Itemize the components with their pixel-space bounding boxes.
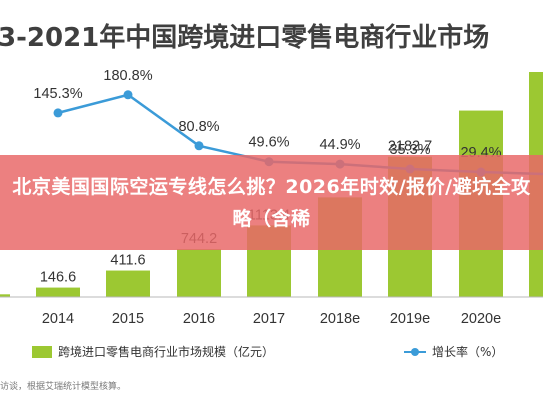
x-tick-label: 2020e — [461, 311, 501, 327]
chart-legend: 跨境进口零售电商行业市场规模（亿元） 增长率（%） — [0, 340, 543, 362]
legend-line-marker-icon — [404, 346, 426, 358]
growth-rate-label: 49.6% — [248, 135, 289, 151]
bar-2014 — [36, 287, 80, 297]
bar-3 — [0, 294, 10, 297]
legend-label-growth-rate: 增长率（%） — [432, 345, 504, 359]
bar-value-label: 411.6 — [110, 253, 145, 269]
bar-value-label: 2182.7 — [388, 139, 432, 155]
growth-rate-label: 35.3% — [389, 142, 430, 158]
legend-item-growth-rate: 增长率（%） — [404, 343, 503, 360]
x-tick-label: 2017 — [253, 311, 285, 327]
bar-value-label: 146.6 — [40, 270, 76, 286]
axis-layer: 320142015201620172018e2019e2020e2 — [0, 296, 543, 327]
legend-item-market-size: 跨境进口零售电商行业市场规模（亿元） — [32, 343, 274, 360]
growth-rate-point — [123, 90, 133, 100]
chart-title: 3-2021年中国跨境进口零售电商行业市场 — [0, 23, 490, 53]
x-tick-label: 2016 — [183, 311, 215, 327]
legend-bar-swatch-icon — [32, 345, 52, 358]
growth-rate-label: 80.8% — [178, 119, 219, 135]
x-tick-label: 2018e — [320, 311, 360, 327]
x-tick-label: 2015 — [112, 311, 144, 327]
growth-rate-label: 145.3% — [33, 86, 82, 102]
bar-2016 — [177, 249, 221, 297]
growth-rate-point — [194, 141, 204, 151]
legend-label-market-size: 跨境进口零售电商行业市场规模（亿元） — [58, 345, 275, 359]
x-tick-label: 2019e — [390, 311, 430, 327]
article-title-text[interactable]: 北京美国国际空运专线怎么挑？2026年时效/报价/避坑全攻略（含稀 — [12, 175, 531, 230]
x-tick-label: 2014 — [42, 311, 74, 327]
growth-rate-point — [53, 108, 63, 118]
growth-rate-label: 44.9% — [319, 137, 360, 153]
bar-2015 — [106, 270, 150, 297]
source-note: 访谈，根据艾瑞统计模型核算。 — [0, 382, 127, 392]
article-title-banner[interactable]: 北京美国国际空运专线怎么挑？2026年时效/报价/避坑全攻略（含稀 — [0, 155, 543, 250]
growth-rate-label: 180.8% — [103, 68, 152, 84]
